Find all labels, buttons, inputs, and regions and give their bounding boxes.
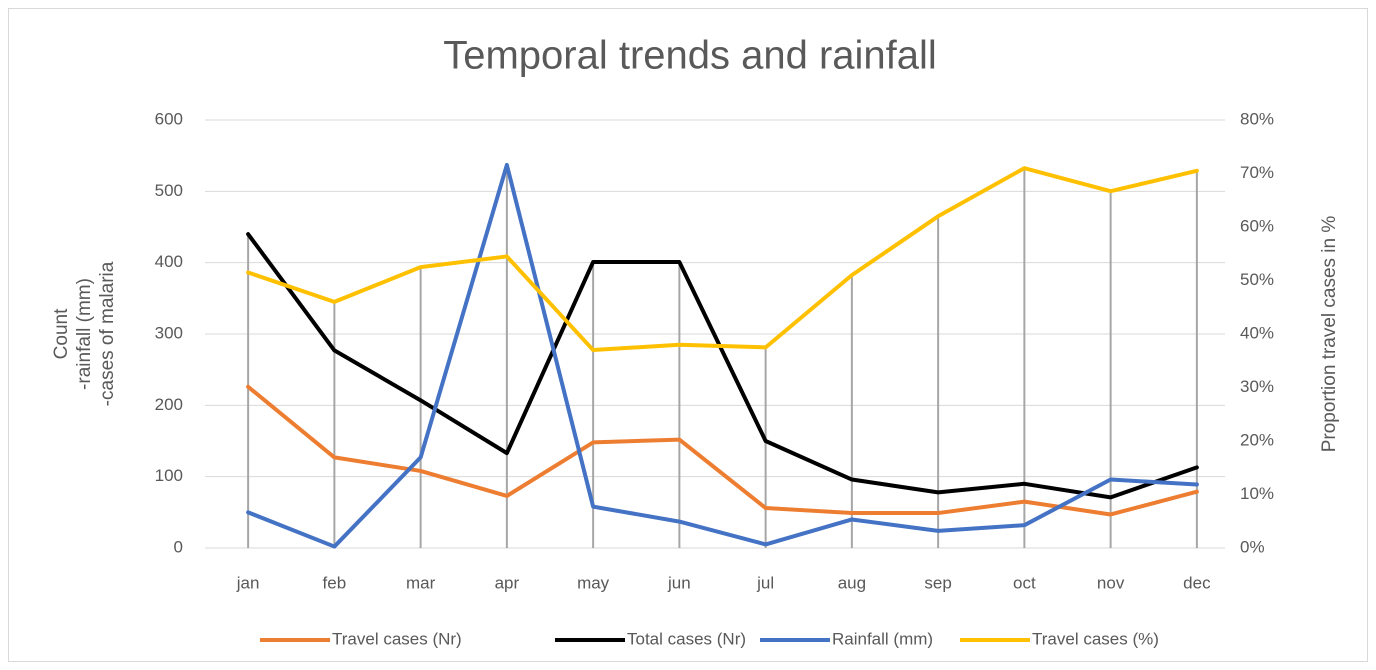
y-axis-title: Count [51,308,72,359]
legend-label: Rainfall (mm) [832,629,933,648]
y-axis-title: -cases of malaria [97,261,118,406]
x-tick-label: mar [406,573,436,592]
chart-title: Temporal trends and rainfall [443,34,937,78]
x-tick-label: aug [838,573,866,592]
x-tick-label: apr [495,573,520,592]
series-line [246,166,1199,353]
y2-tick-label: 50% [1240,270,1274,289]
y2-tick-label: 80% [1240,109,1274,128]
chart-border [8,8,1368,662]
y-tick-label: 500 [155,181,183,200]
y2-tick-label: 20% [1240,430,1274,449]
series-line [246,384,1199,517]
series-line [246,232,1199,500]
y-tick-label: 100 [155,466,183,485]
y-tick-label: 300 [155,323,183,342]
y-axis-title: -rainfall (mm) [74,278,95,390]
x-tick-label: dec [1183,573,1211,592]
y2-tick-label: 40% [1240,323,1274,342]
series-line [246,162,1199,549]
x-tick-label: oct [1013,573,1036,592]
x-tick-label: sep [924,573,951,592]
x-tick-label: feb [323,573,347,592]
y2-tick-label: 60% [1240,216,1274,235]
y-tick-label: 200 [155,395,183,414]
y2-axis-title: Proportion travel cases in % [1319,216,1340,453]
y-tick-label: 0 [174,537,183,556]
legend-label: Total cases (Nr) [627,629,746,648]
y2-tick-label: 0% [1240,537,1265,556]
y2-tick-label: 70% [1240,163,1274,182]
x-tick-label: jan [236,573,260,592]
y-tick-label: 400 [155,252,183,271]
y-tick-label: 600 [155,109,183,128]
x-tick-label: jul [756,573,774,592]
y2-tick-label: 10% [1240,484,1274,503]
x-tick-label: may [577,573,610,592]
x-tick-label: nov [1097,573,1125,592]
legend-label: Travel cases (%) [1032,629,1159,648]
legend-label: Travel cases (Nr) [332,629,462,648]
x-tick-label: jun [667,573,691,592]
y2-tick-label: 30% [1240,377,1274,396]
